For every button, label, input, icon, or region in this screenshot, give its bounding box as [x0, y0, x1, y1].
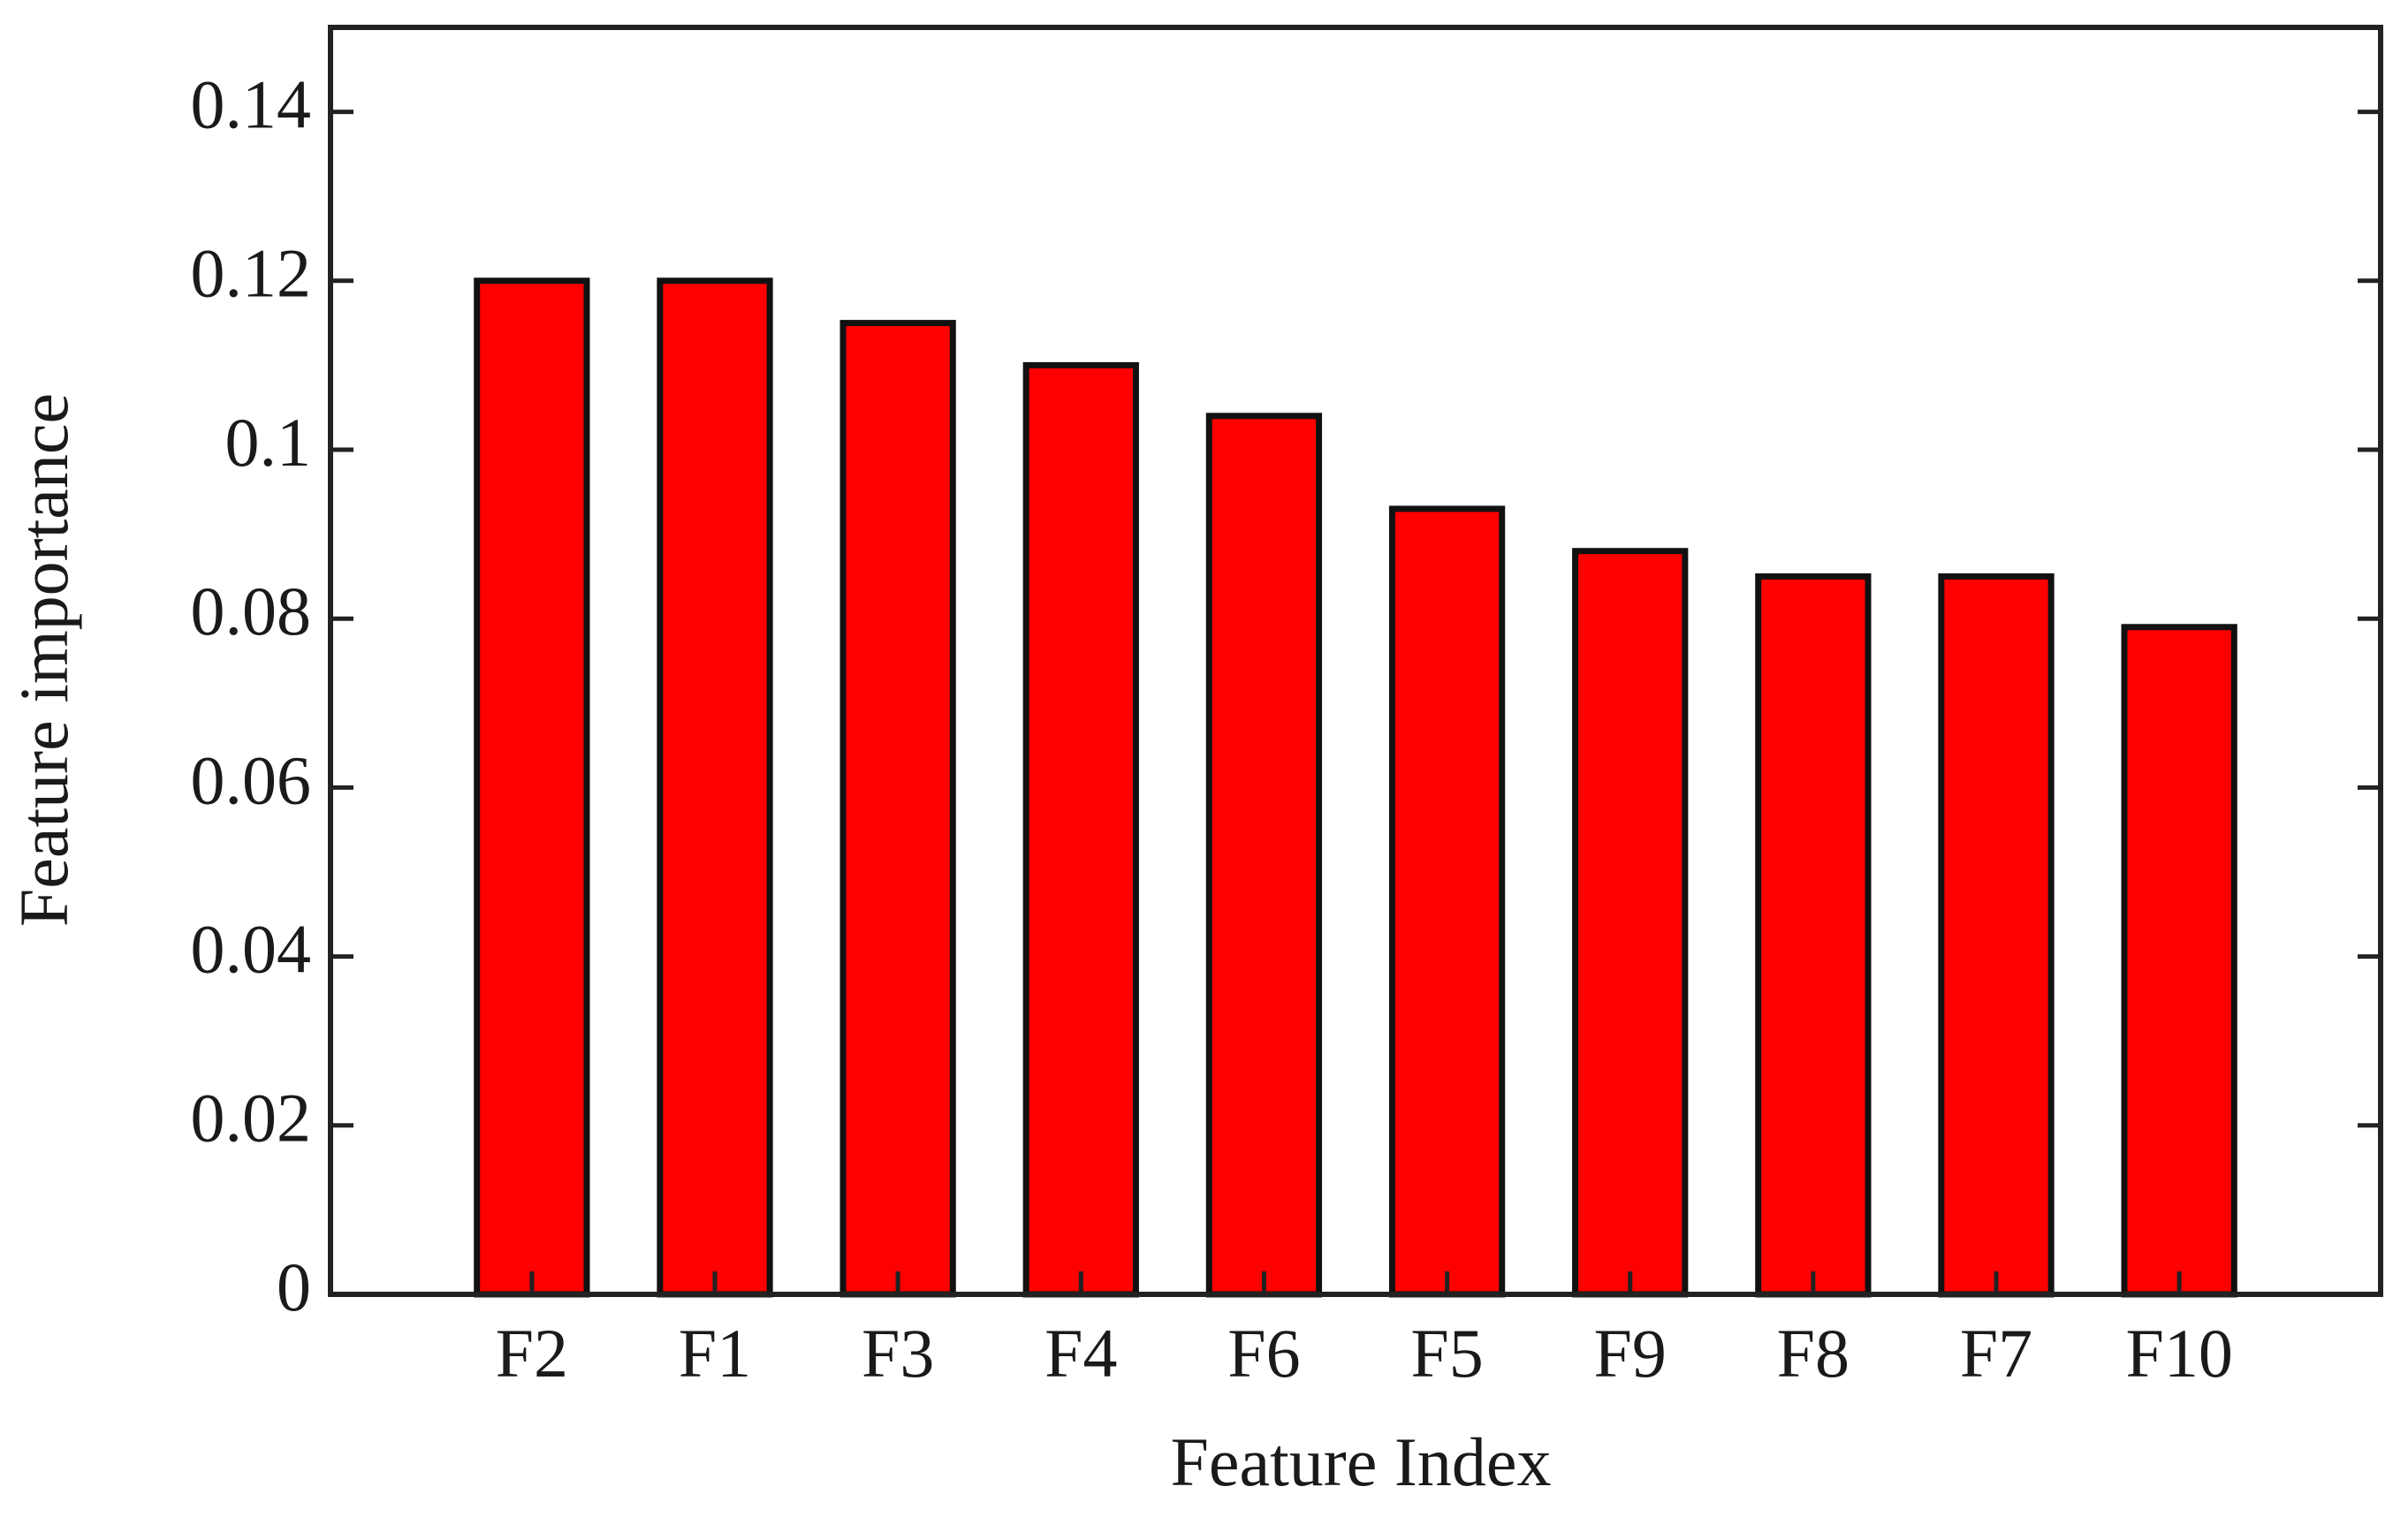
x-tick-label: F5	[1410, 1315, 1483, 1392]
y-tick-label: 0.02	[191, 1080, 312, 1157]
bar	[1572, 548, 1689, 1298]
bar	[1388, 505, 1506, 1298]
x-tick-label: F1	[679, 1315, 751, 1392]
bar	[474, 277, 590, 1298]
x-axis-label: Feature Index	[1171, 1423, 1552, 1500]
y-axis-label: Feature importance	[5, 393, 82, 927]
y-tick-label: 0.12	[191, 235, 312, 312]
bar	[1755, 573, 1872, 1298]
bar	[2121, 624, 2237, 1298]
x-tick-label: F4	[1044, 1315, 1117, 1392]
y-tick-label: 0.08	[191, 573, 312, 649]
x-tick-label: F3	[862, 1315, 934, 1392]
plot-frame	[328, 25, 2383, 1297]
bar	[1938, 573, 2055, 1298]
bar	[1205, 413, 1323, 1298]
y-tick-label: 0.14	[191, 66, 312, 143]
bar	[1022, 361, 1139, 1298]
x-tick-label: F2	[496, 1315, 568, 1392]
x-tick-label: F8	[1777, 1315, 1850, 1392]
y-tick-label: 0.06	[191, 741, 312, 818]
x-tick-label: F7	[1960, 1315, 2032, 1392]
bar	[839, 320, 956, 1298]
x-tick-label: F10	[2125, 1315, 2232, 1392]
y-tick-label: 0.04	[191, 911, 312, 988]
x-tick-label: F6	[1227, 1315, 1300, 1392]
bar	[657, 277, 773, 1298]
y-tick-label: 0.1	[225, 404, 312, 481]
x-tick-label: F9	[1594, 1315, 1667, 1392]
y-tick-label: 0	[277, 1248, 311, 1325]
